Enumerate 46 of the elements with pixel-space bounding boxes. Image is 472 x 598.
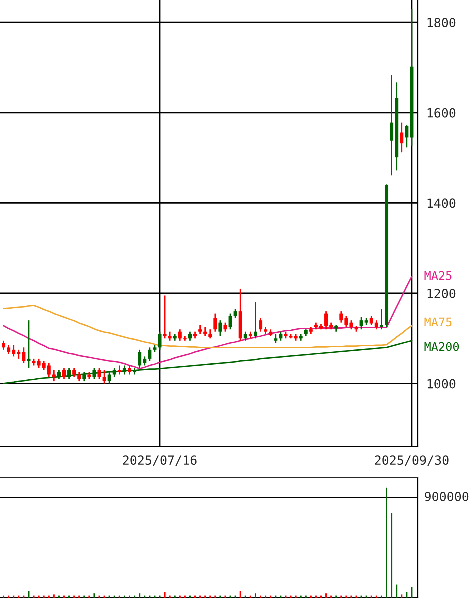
line-series [3, 304, 413, 348]
candlestick [228, 313, 232, 330]
x-tick-label: 2025/07/16 [123, 456, 197, 466]
candlestick [68, 367, 72, 380]
candlestick [98, 367, 102, 380]
candlestick [208, 328, 212, 340]
candlestick [400, 122, 404, 154]
text: 900000 [425, 492, 469, 502]
line-series [3, 276, 413, 370]
candlestick [72, 367, 76, 378]
series-label: MA75 [424, 318, 452, 327]
series-label: MA200 [424, 342, 460, 352]
candlestick [214, 313, 218, 333]
x-tick-label: 2025/09/30 [375, 456, 449, 466]
candlestick [188, 331, 192, 342]
candlestick [279, 331, 283, 342]
candlestick [148, 346, 152, 362]
candlestick [254, 302, 258, 340]
candlestick [2, 340, 6, 351]
candlestick [163, 295, 167, 340]
candlestick [118, 365, 122, 376]
line-series [3, 340, 413, 384]
candlestick [102, 370, 106, 384]
candlestick [274, 333, 278, 344]
candlestick [62, 367, 66, 380]
candlestick [112, 367, 116, 378]
y-tick-label: 1600 [428, 108, 456, 118]
candlestick [259, 318, 263, 333]
y-tick-label: 1400 [428, 198, 456, 208]
candlestick [158, 331, 162, 351]
series-label: MA25 [424, 271, 452, 280]
y-tick-label: 1200 [428, 288, 456, 298]
candlestick [224, 322, 228, 333]
candlestick [128, 365, 132, 376]
candlestick [57, 370, 61, 380]
candlestick [122, 365, 126, 376]
candlestick [198, 324, 202, 335]
candlestick [244, 331, 248, 342]
candlestick [92, 367, 96, 380]
candlestick [218, 320, 222, 338]
candlestick [78, 372, 82, 382]
candlestick [178, 328, 182, 342]
y-tick-label: 1000 [428, 379, 456, 389]
candlestick [234, 308, 238, 320]
y-tick-label: 1800 [428, 18, 456, 28]
candlestick [380, 308, 384, 330]
